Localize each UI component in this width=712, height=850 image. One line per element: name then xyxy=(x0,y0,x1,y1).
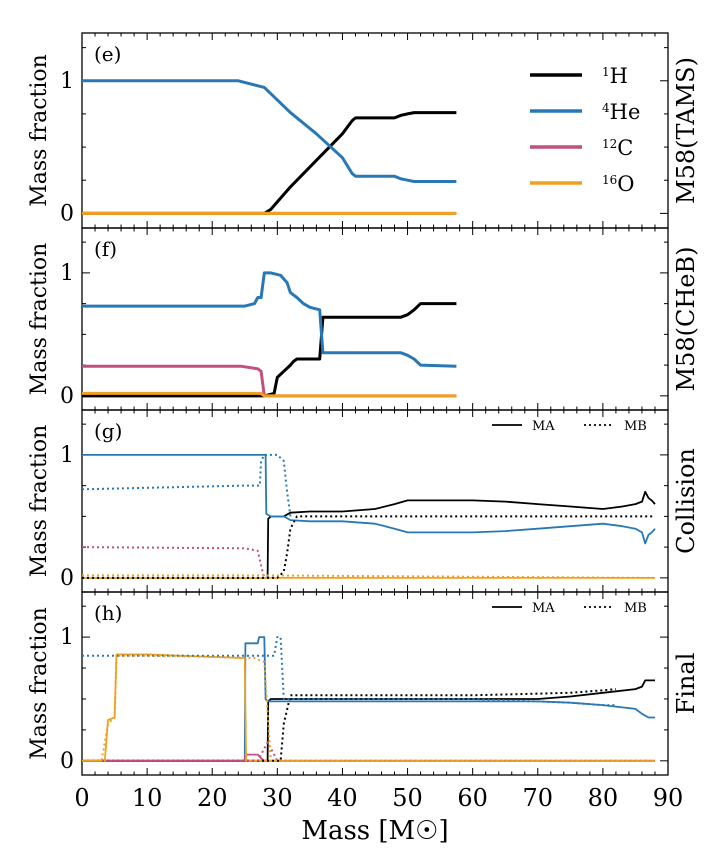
series-line xyxy=(82,741,655,762)
panel-label: (h) xyxy=(94,601,123,625)
panel-label: (e) xyxy=(94,42,121,66)
x-tick-label: 30 xyxy=(262,784,293,812)
series-line xyxy=(82,490,656,579)
x-axis-label: Mass [M☉] xyxy=(301,816,448,846)
legend-label: MB xyxy=(624,419,647,434)
series-line xyxy=(82,111,457,215)
right-panel-label: M58(CHeB) xyxy=(672,247,700,392)
right-panel-label: Final xyxy=(672,653,700,715)
y-tick-label: 1 xyxy=(60,261,74,286)
x-tick-label: 0 xyxy=(74,784,89,812)
panel-label: (g) xyxy=(94,419,122,443)
panel-frame xyxy=(81,227,669,411)
x-tick-label: 80 xyxy=(588,784,619,812)
x-tick-label: 20 xyxy=(197,784,228,812)
y-tick-label: 0 xyxy=(60,384,74,409)
series-line xyxy=(82,271,457,368)
series-line xyxy=(82,636,616,707)
y-tick-label: 1 xyxy=(60,69,74,94)
series-line xyxy=(82,636,655,762)
series-line xyxy=(82,515,655,579)
series-line xyxy=(82,653,655,762)
legend-label: 12C xyxy=(602,136,633,160)
y-axis-label: Mass fraction xyxy=(27,54,52,207)
series-line xyxy=(82,364,457,398)
x-tick-label: 60 xyxy=(457,784,488,812)
right-panel-label: M58(TAMS) xyxy=(672,57,700,204)
x-tick-label: 90 xyxy=(653,784,684,812)
series-line xyxy=(82,391,457,398)
legend-label: MB xyxy=(624,601,647,616)
series-line xyxy=(82,453,656,545)
series-line xyxy=(82,654,655,762)
panel-e: 0 1 (e) Mass fraction M58(TAMS) 1H 4He 12C 16O xyxy=(27,32,700,229)
panel-h: 0 1 (h) Mass fraction Final MA MB xyxy=(27,591,700,776)
series-line xyxy=(82,679,655,762)
legend-label: 4He xyxy=(602,100,640,124)
y-axis-label: Mass fraction xyxy=(27,607,52,760)
y-tick-label: 0 xyxy=(60,566,74,591)
series-line xyxy=(82,79,457,183)
panel-label: (f) xyxy=(94,237,117,261)
y-tick-label: 1 xyxy=(60,443,74,468)
panel-frame xyxy=(81,409,669,593)
y-axis-label: Mass fraction xyxy=(27,425,52,578)
x-tick-label: 50 xyxy=(392,784,423,812)
x-tick-label: 10 xyxy=(132,784,163,812)
right-panel-label: Collision xyxy=(672,448,700,554)
y-tick-label: 1 xyxy=(60,625,74,650)
y-axis-label: Mass fraction xyxy=(27,243,52,396)
legend-label: 16O xyxy=(602,172,635,196)
panel-frame xyxy=(81,32,669,229)
series-line xyxy=(82,302,457,398)
legend-label: MA xyxy=(532,419,555,434)
x-tick-label: 70 xyxy=(523,784,554,812)
series-line xyxy=(82,688,616,762)
y-tick-label: 0 xyxy=(60,749,74,774)
x-tick-label: 40 xyxy=(327,784,358,812)
series-line xyxy=(81,546,266,579)
legend-label: 1H xyxy=(602,64,628,88)
series-line xyxy=(81,453,292,517)
series-line xyxy=(82,574,656,579)
panel-frame xyxy=(81,591,669,776)
legend-label: MA xyxy=(532,601,555,616)
panel-g: 0 1 (g) Mass fraction Collision MA MB xyxy=(27,409,700,593)
y-tick-label: 0 xyxy=(60,201,74,226)
panel-f: 0 1 (f) Mass fraction M58(CHeB) xyxy=(27,227,700,411)
